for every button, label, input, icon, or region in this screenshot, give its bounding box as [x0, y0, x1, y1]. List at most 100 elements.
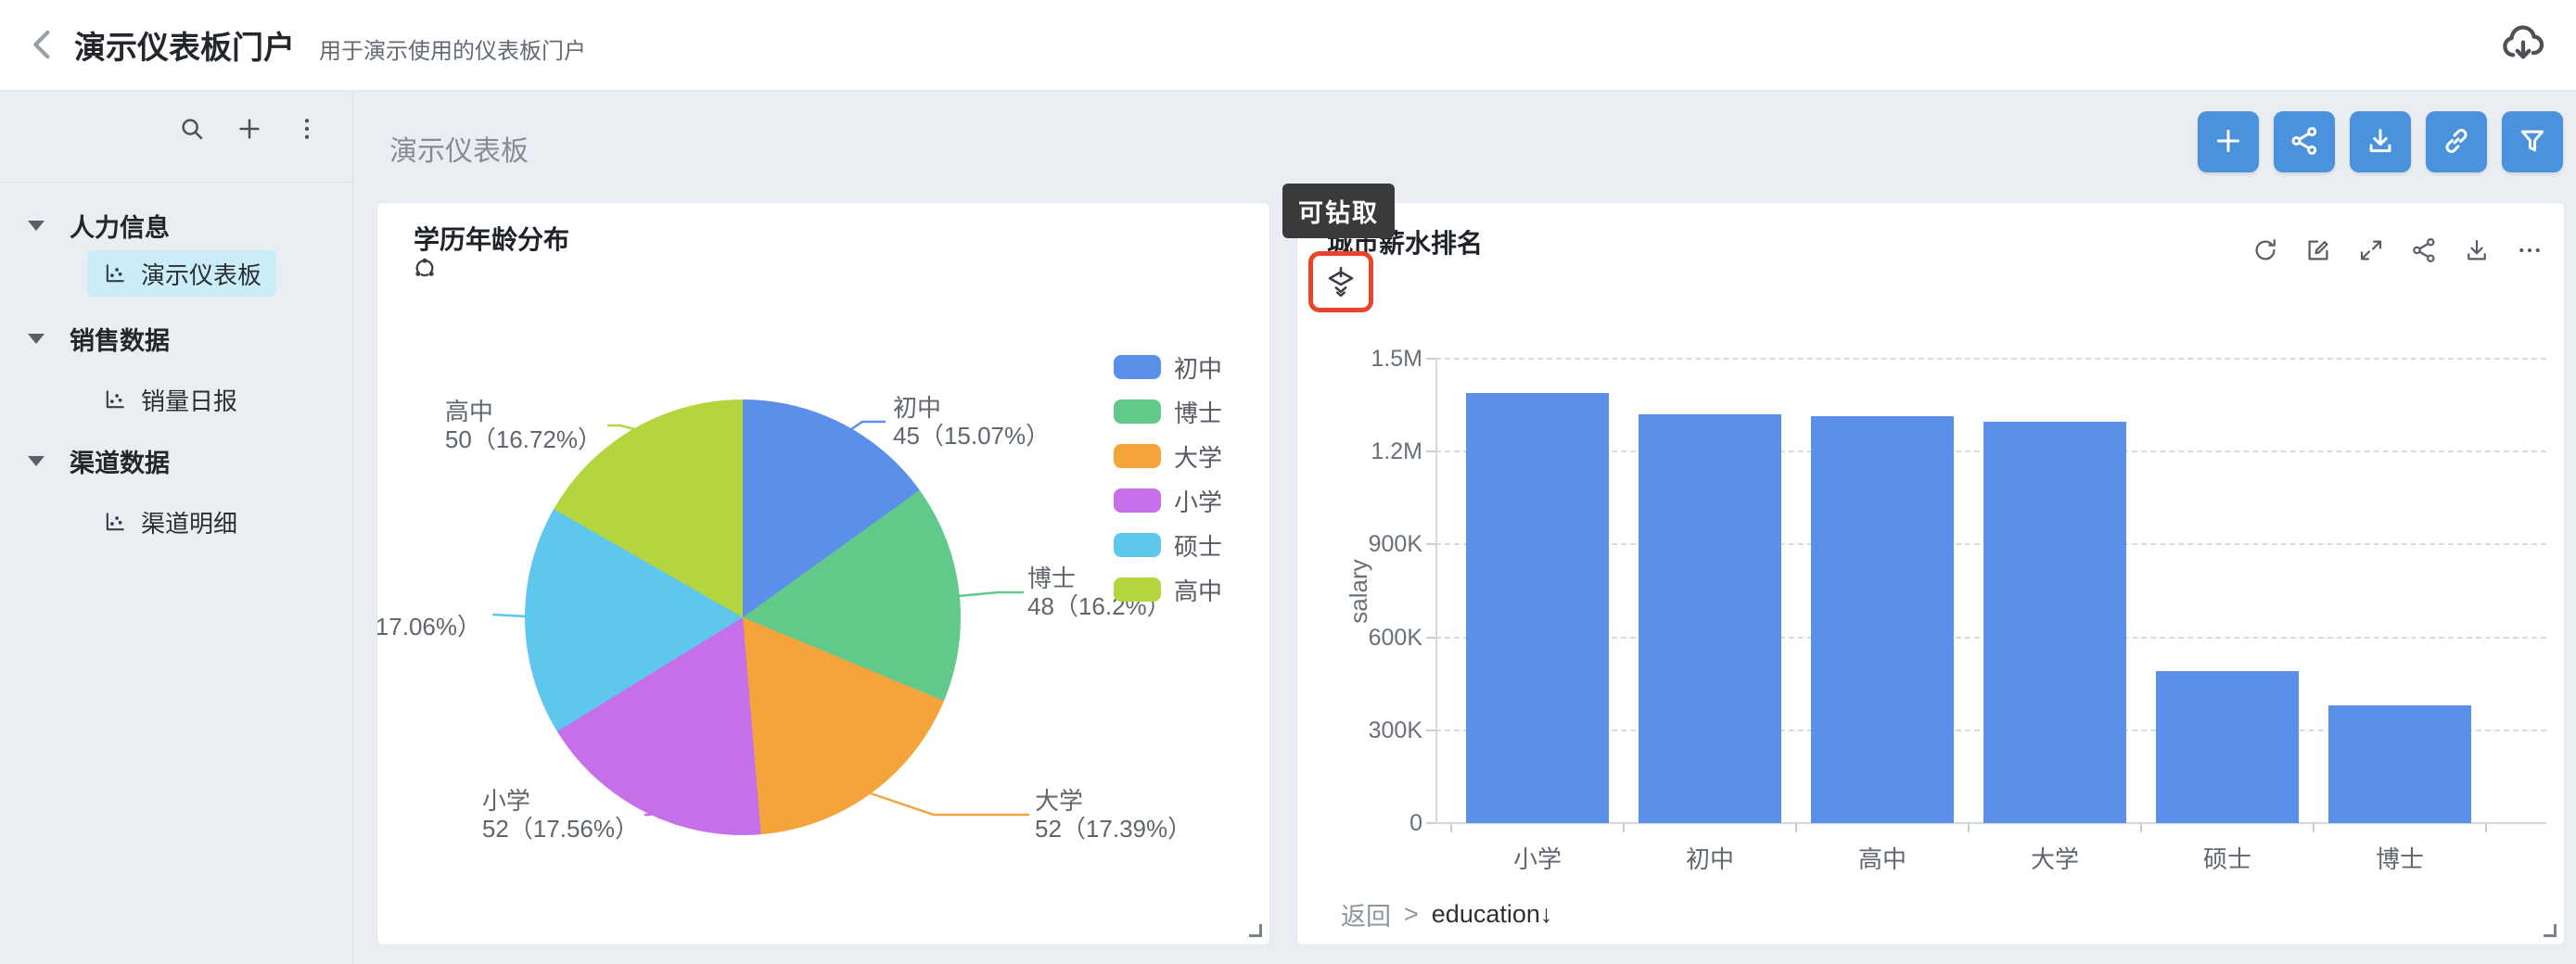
- pie-label-name: 大学: [1035, 787, 1084, 815]
- kebab-menu-icon[interactable]: [293, 115, 321, 143]
- bar-高中[interactable]: [1811, 416, 1954, 823]
- toolbar-share-button[interactable]: [2274, 111, 2335, 172]
- tree-group-销售数据[interactable]: 销售数据: [0, 315, 352, 362]
- toolbar-add-button[interactable]: [2198, 111, 2259, 172]
- plus-icon[interactable]: [236, 115, 263, 143]
- bar-chart-card: 城市薪水排名 1.5M 1.2M 900K 600K 300K 0 小学 初中 高中 大学 硕士 博士…: [1296, 202, 2565, 945]
- legend-label: 大学: [1174, 443, 1223, 472]
- legend-label: 初中: [1174, 354, 1223, 383]
- tree-item-label: 渠道明细: [141, 509, 238, 538]
- portal-title: 演示仪表板门户: [74, 31, 295, 66]
- back-button[interactable]: [24, 26, 63, 65]
- toolbar-download-button[interactable]: [2350, 111, 2411, 172]
- x-category-label: 小学: [1512, 845, 1562, 873]
- tree-item-演示仪表板[interactable]: 演示仪表板: [87, 250, 277, 297]
- legend-label: 硕士: [1174, 532, 1223, 561]
- legend-item-小学[interactable]: 小学: [1114, 486, 1223, 516]
- x-category-label: 大学: [2030, 845, 2079, 873]
- y-tick-label: 600K: [1368, 624, 1422, 651]
- add-icon: [2213, 125, 2244, 159]
- toolbar-filter-button[interactable]: [2502, 111, 2563, 172]
- legend-swatch: [1114, 533, 1161, 557]
- download-icon[interactable]: [2463, 236, 2491, 264]
- legend-swatch: [1114, 488, 1161, 513]
- y-tick-label: 1.5M: [1371, 346, 1422, 372]
- x-tick: [1623, 823, 1625, 832]
- y-tick: [1426, 822, 1435, 824]
- portal-header: 演示仪表板门户 用于演示使用的仪表板门户: [0, 0, 2576, 91]
- drill-highlight-box: [1308, 251, 1373, 312]
- y-axis-title: salary: [1345, 559, 1372, 624]
- cloud-download-icon[interactable]: [2498, 20, 2550, 69]
- edit-icon[interactable]: [2304, 236, 2332, 264]
- caret-down-icon[interactable]: [28, 220, 45, 231]
- breadcrumb-back[interactable]: 返回: [1341, 903, 1391, 931]
- pie-chart[interactable]: [525, 400, 961, 835]
- tree-group-人力信息[interactable]: 人力信息: [0, 202, 352, 248]
- share-icon: [2289, 125, 2320, 159]
- x-category-label: 硕士: [2202, 845, 2251, 873]
- x-tick: [1450, 823, 1452, 832]
- legend-item-大学[interactable]: 大学: [1114, 441, 1223, 472]
- chart-icon: [102, 260, 128, 286]
- resize-handle[interactable]: [1249, 924, 1262, 937]
- y-tick: [1426, 636, 1435, 639]
- resize-handle[interactable]: [2544, 924, 2557, 937]
- search-icon[interactable]: [178, 115, 206, 143]
- x-tick: [2313, 823, 2315, 832]
- drill-down-icon[interactable]: [1324, 265, 1358, 298]
- y-axis-line: [1435, 359, 1437, 823]
- legend-swatch: [1114, 400, 1161, 424]
- sidebar: 人力信息 演示仪表板销售数据销量日报渠道数据渠道明细: [0, 91, 353, 964]
- pie-label-硕士: 硕士51（17.06%）: [376, 585, 481, 641]
- breadcrumb-separator: >: [1404, 900, 1419, 928]
- bar-博士[interactable]: [2328, 705, 2471, 823]
- tree-group-label: 渠道数据: [70, 449, 170, 477]
- bar-初中[interactable]: [1639, 414, 1781, 823]
- pie-label-初中: 初中 45（15.07%）: [893, 394, 1050, 450]
- portal-subtitle: 用于演示使用的仪表板门户: [319, 39, 586, 64]
- tree-item-label: 销量日报: [141, 387, 238, 415]
- legend-label: 博士: [1174, 399, 1223, 427]
- x-category-label: 博士: [2375, 845, 2424, 873]
- gridline: [1435, 358, 2546, 360]
- pie-label-高中: 高中 50（16.72%）: [445, 398, 602, 453]
- refresh-icon[interactable]: [2251, 236, 2279, 264]
- bar-硕士[interactable]: [2156, 671, 2299, 823]
- caret-down-icon[interactable]: [28, 455, 45, 466]
- legend-item-博士[interactable]: 博士: [1114, 397, 1223, 427]
- toolbar-link-button[interactable]: [2426, 111, 2487, 172]
- pie-label-value: 52（17.39%）: [1035, 815, 1192, 843]
- legend-label: 小学: [1174, 488, 1223, 516]
- sidebar-toolbar: [178, 115, 321, 143]
- bar-小学[interactable]: [1466, 393, 1609, 823]
- tree-item-销量日报[interactable]: 销量日报: [87, 376, 252, 423]
- y-tick: [1426, 729, 1435, 731]
- bar-大学[interactable]: [1983, 422, 2126, 823]
- breadcrumb-current[interactable]: education↓: [1431, 900, 1553, 928]
- y-tick-label: 1.2M: [1371, 438, 1422, 465]
- y-tick-label: 0: [1409, 810, 1422, 836]
- pie-leader-高中: [607, 424, 635, 431]
- legend-item-硕士[interactable]: 硕士: [1114, 530, 1223, 561]
- y-tick: [1426, 543, 1435, 546]
- linkage-icon[interactable]: [411, 255, 439, 283]
- link-icon: [2441, 125, 2472, 159]
- legend-item-初中[interactable]: 初中: [1114, 352, 1223, 383]
- pie-label-大学: 大学 52（17.39%）: [1035, 787, 1192, 843]
- tree-item-渠道明细[interactable]: 渠道明细: [87, 499, 252, 545]
- tree-group-渠道数据[interactable]: 渠道数据: [0, 438, 352, 484]
- share-icon[interactable]: [2410, 236, 2438, 264]
- pie-label-value: 51（17.06%）: [376, 613, 481, 641]
- caret-down-icon[interactable]: [28, 333, 45, 344]
- pie-card-title: 学历年龄分布: [414, 225, 570, 254]
- expand-icon[interactable]: [2357, 236, 2385, 264]
- more-icon[interactable]: [2516, 236, 2544, 264]
- pie-chart-card: 学历年龄分布 初中 45（15.07%） 博士 48（16.2%） 大学 52（17.39…: [376, 202, 1270, 945]
- x-axis-line: [1435, 822, 2546, 824]
- pie-label-name: 初中: [893, 394, 942, 422]
- bar-card-toolbar: [2251, 236, 2544, 264]
- x-category-label: 高中: [1857, 845, 1906, 873]
- legend-item-高中[interactable]: 高中: [1114, 575, 1222, 605]
- chart-icon: [102, 387, 128, 412]
